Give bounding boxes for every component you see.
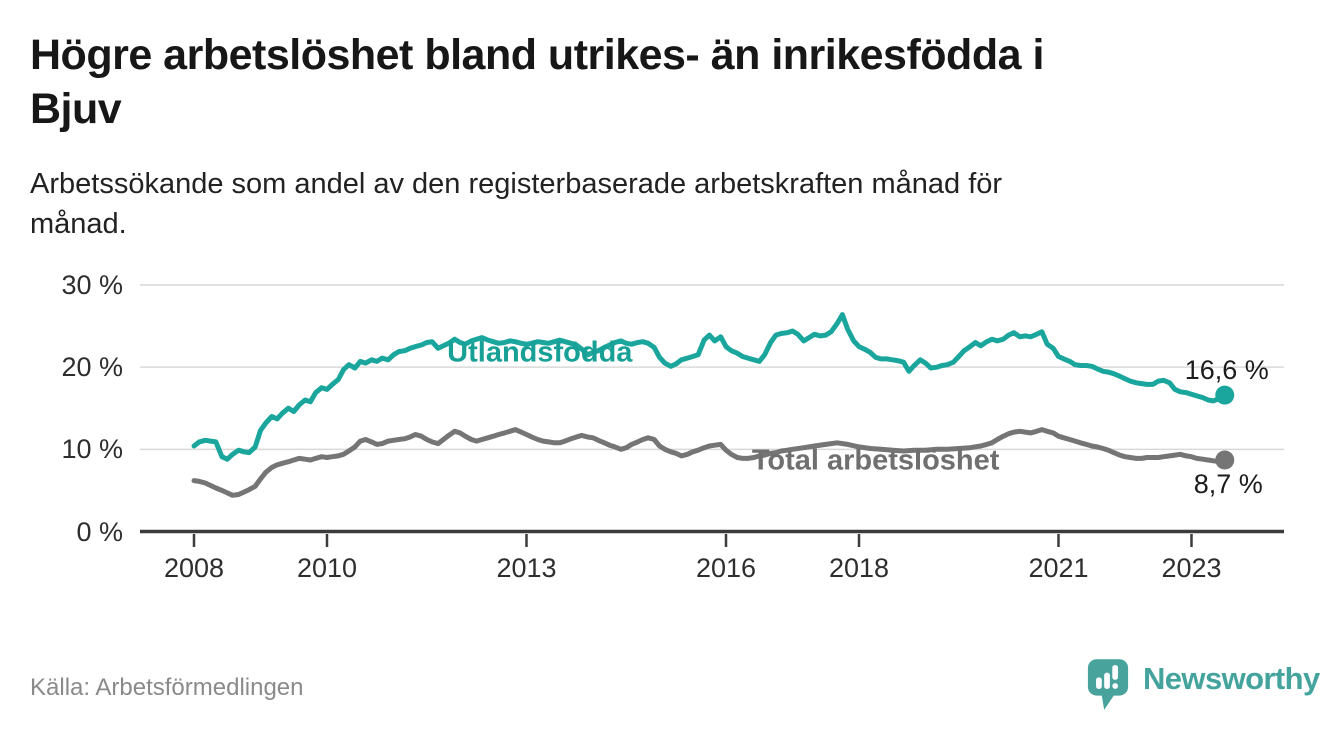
x-axis — [192, 534, 1193, 547]
series-endpoint-dot-total — [1215, 450, 1235, 470]
y-axis-label-30: 30 % — [61, 269, 123, 300]
newsworthy-wordmark: Newsworthy — [1143, 661, 1320, 696]
source-note: Källa: Arbetsförmedlingen — [30, 674, 304, 701]
page-title-line-1: Högre arbetslöshet bland utrikes- än inr… — [30, 31, 1044, 79]
chart-subtitle-line-2: månad. — [30, 208, 127, 240]
series-endpoint-dot-utlandsfodda — [1215, 385, 1235, 405]
x-axis-label-2010: 2010 — [296, 552, 358, 583]
y-axis-label-10: 10 % — [61, 434, 123, 465]
x-axis-label-2021: 2021 — [1028, 552, 1089, 583]
value-label-utlandsfodda: 16,6 % — [1184, 355, 1269, 386]
y-axis-label-20: 20 % — [61, 352, 123, 383]
series-label-utlandsfodda: Utlandsfödda — [447, 336, 633, 369]
x-axis-label-2023: 2023 — [1161, 552, 1222, 583]
newsworthy-logo-icon — [1087, 659, 1129, 710]
y-axis-label-0: 0 % — [76, 516, 123, 547]
page-title-line-2: Bjuv — [30, 85, 122, 133]
x-axis-label-2016: 2016 — [695, 552, 757, 583]
series-line-utlandsfodda — [191, 312, 1228, 462]
newsworthy-logo: Newsworthy — [1086, 657, 1320, 715]
x-axis-label-2013: 2013 — [496, 552, 557, 583]
series-label-total-arbetsloshet: Total arbetslöshet — [751, 444, 1000, 477]
x-axis-label-2018: 2018 — [828, 552, 890, 583]
chart-subtitle-line-1: Arbetssökande som andel av den registerb… — [30, 168, 1003, 200]
value-label-total: 8,7 % — [1193, 469, 1263, 499]
x-axis-label-2008: 2008 — [163, 552, 225, 583]
series-lines — [191, 312, 1235, 498]
series-line-total — [191, 427, 1228, 498]
